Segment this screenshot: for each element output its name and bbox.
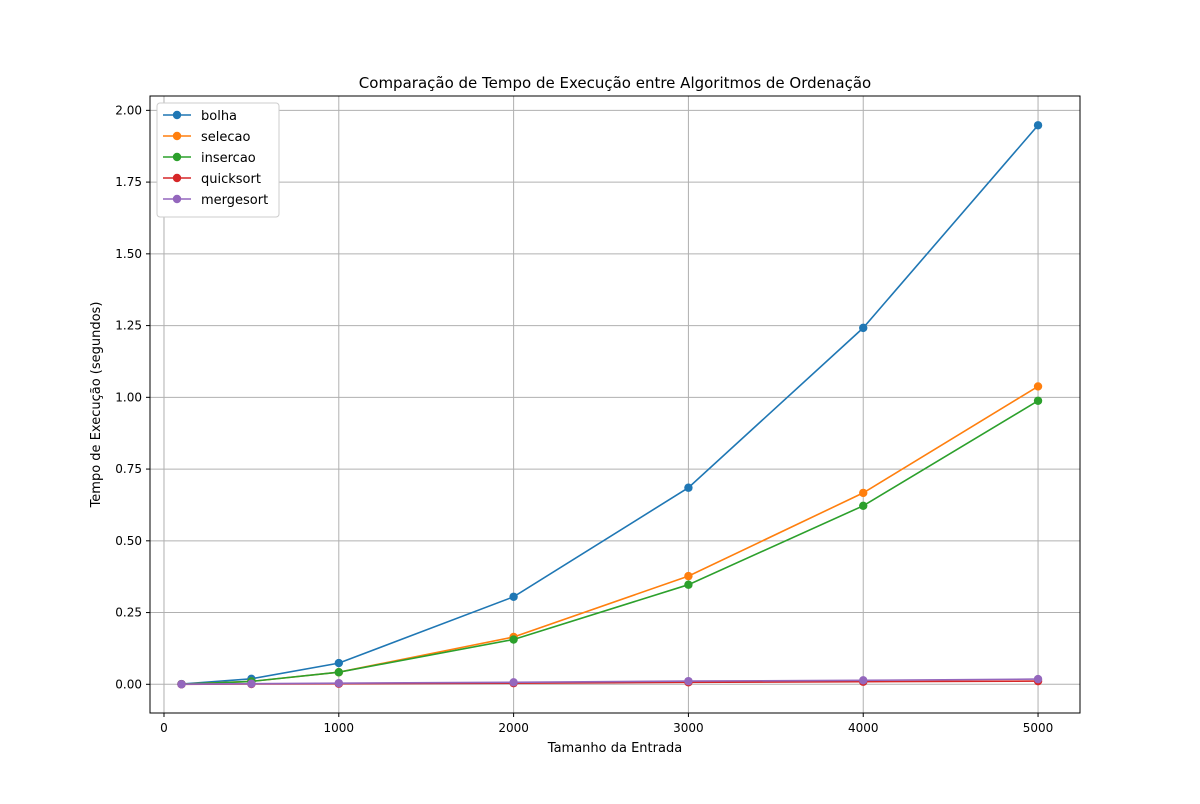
ticks-layer: 0 1000 2000 3000 4000 5000 0.00 0.25 0.50 0.75 1.0… <box>115 103 1053 735</box>
y-tick-label: 1.75 <box>115 175 142 189</box>
y-tick-label: 0.00 <box>115 677 142 691</box>
data-point-selecao <box>859 488 868 498</box>
legend-label-insercao: insercao <box>201 151 256 166</box>
data-point-mergesort <box>334 678 343 688</box>
data-point-mergesort <box>684 676 693 686</box>
y-tick-label: 2.00 <box>115 103 142 117</box>
legend-frame <box>156 102 280 218</box>
legend-marker-insercao <box>172 152 182 162</box>
x-tick-label: 0 <box>160 721 168 735</box>
legend-label-quicksort: quicksort <box>201 172 261 187</box>
data-point-selecao <box>684 571 693 581</box>
y-axis-label: Tempo de Execução (segundos) <box>89 302 104 509</box>
legend-label-selecao: selecao <box>201 130 250 145</box>
y-tick-label: 0.25 <box>115 606 142 620</box>
data-point-insercao <box>334 668 343 677</box>
data-point-mergesort <box>247 679 256 688</box>
series-mergesort <box>177 674 1043 689</box>
data-point-mergesort <box>177 680 186 689</box>
series-line-bolha <box>181 124 1039 685</box>
x-tick-label: 1000 <box>324 721 355 735</box>
y-tick-label: 0.50 <box>115 534 142 548</box>
data-point-selecao <box>1033 382 1043 391</box>
legend-marker-selecao <box>172 131 182 141</box>
grid-layer <box>150 96 1080 713</box>
legend: bolha selecao insercao quicksort mergesort <box>156 102 280 218</box>
y-tick-label: 1.25 <box>115 319 142 333</box>
y-tick-label: 1.50 <box>115 247 142 261</box>
x-tick-label: 4000 <box>848 721 879 735</box>
data-point-bolha <box>684 483 693 492</box>
data-point-insercao <box>509 635 518 644</box>
x-axis-label: Tamanho da Entrada <box>547 741 682 756</box>
data-point-mergesort <box>859 676 868 685</box>
plot-frame <box>149 95 1081 714</box>
data-point-insercao <box>1033 396 1043 405</box>
series-insercao <box>177 396 1043 689</box>
x-tick-label: 5000 <box>1023 721 1054 735</box>
series-line-selecao <box>181 385 1039 685</box>
x-tick-label: 2000 <box>498 721 529 735</box>
data-point-bolha <box>334 658 343 668</box>
legend-marker-quicksort <box>172 173 182 183</box>
data-point-bolha <box>1033 121 1043 130</box>
x-tick-label: 3000 <box>673 721 704 735</box>
data-point-bolha <box>859 323 868 333</box>
data-point-insercao <box>859 501 868 511</box>
data-point-mergesort <box>509 678 518 687</box>
legend-label-mergesort: mergesort <box>201 193 268 208</box>
data-point-insercao <box>684 580 693 589</box>
legend-marker-bolha <box>172 110 182 120</box>
data-point-mergesort <box>1033 674 1043 684</box>
y-tick-label: 1.00 <box>115 390 142 404</box>
chart-title: Comparação de Tempo de Execução entre Al… <box>359 74 871 92</box>
series-layer <box>177 121 1043 689</box>
legend-label-bolha: bolha <box>201 109 237 124</box>
series-line-insercao <box>181 400 1039 685</box>
legend-marker-mergesort <box>172 194 182 204</box>
data-point-bolha <box>509 592 518 601</box>
series-selecao <box>177 382 1043 689</box>
y-tick-label: 0.75 <box>115 462 142 476</box>
